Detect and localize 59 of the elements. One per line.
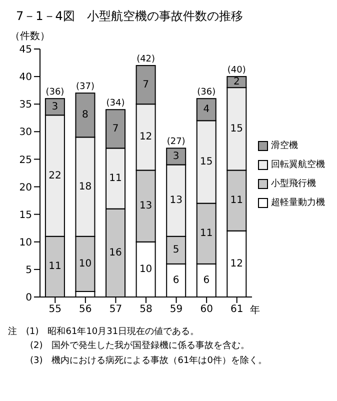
data-label: 16 xyxy=(109,247,122,258)
y-tick-label: 40 xyxy=(19,72,32,84)
y-tick-label: 15 xyxy=(19,210,32,221)
data-label: 12 xyxy=(139,132,152,143)
total-label: (27) xyxy=(166,137,186,148)
data-label: 11 xyxy=(200,228,213,240)
x-tick-label: 60 xyxy=(200,304,213,316)
data-label: 2 xyxy=(233,76,240,88)
y-tick-label: 45 xyxy=(19,44,32,56)
y-tick-label: 10 xyxy=(19,237,32,248)
legend-label: 滑空機 xyxy=(271,140,298,152)
x-tick-label: 58 xyxy=(140,304,152,316)
y-tick-label: 30 xyxy=(19,127,32,138)
y-tick-label: 20 xyxy=(19,182,32,194)
text: (3) 機内における病死による事故（61年は0件）を除く。 xyxy=(29,354,268,368)
x-tick-label: 55 xyxy=(48,304,62,316)
text: 注 (1) 昭和61年10月31日現在の値である。 xyxy=(8,326,200,339)
data-label: 5 xyxy=(172,244,180,256)
y-axis-title: （件数） xyxy=(10,30,50,43)
x-axis-title: 年 xyxy=(250,304,260,316)
data-label: 6 xyxy=(172,274,180,286)
total-label: (36) xyxy=(197,88,216,98)
text: (2) 国外で発生した我が国登録機に係る事故を含む。 xyxy=(29,340,251,354)
total-label: (36) xyxy=(46,88,64,98)
data-label: 13 xyxy=(139,200,152,212)
data-label: 4 xyxy=(203,104,210,116)
y-tick-label: 35 xyxy=(19,100,32,111)
x-tick-label: 59 xyxy=(170,304,183,316)
data-label: 7 xyxy=(112,123,119,134)
x-tick-label: 56 xyxy=(79,304,92,316)
data-label: 12 xyxy=(230,258,244,270)
data-label: 6 xyxy=(203,274,210,286)
data-label: 3 xyxy=(52,101,58,112)
data-label: 13 xyxy=(170,195,182,206)
y-tick-label: 5 xyxy=(26,264,32,276)
legend-label: 小型飛行機 xyxy=(271,178,316,190)
data-label: 11 xyxy=(109,173,122,184)
data-label: 10 xyxy=(78,258,92,270)
data-label: 11 xyxy=(230,195,244,206)
data-label: 3 xyxy=(172,150,180,162)
data-label: 7 xyxy=(142,79,149,90)
total-label: (37) xyxy=(76,82,94,92)
chart-title: 7－1－4図 小型航空機の事故件数の推移 xyxy=(15,8,244,25)
data-label: 11 xyxy=(48,261,62,272)
data-label: 10 xyxy=(139,264,152,275)
x-tick-label: 61 xyxy=(230,304,244,316)
total-label: (42) xyxy=(136,54,156,65)
total-label: (34) xyxy=(106,98,125,109)
total-label: (40) xyxy=(227,66,246,76)
data-label: 8 xyxy=(82,110,88,121)
legend-label: 回転翼航空機 xyxy=(271,158,325,171)
y-tick-label: 0 xyxy=(26,292,32,304)
data-label: 18 xyxy=(78,181,92,192)
x-tick-label: 57 xyxy=(109,304,122,316)
data-label: 22 xyxy=(48,170,62,182)
data-label: 15 xyxy=(230,123,244,134)
data-label: 15 xyxy=(200,156,213,168)
legend-label: 超軽量動力機 xyxy=(271,196,325,209)
y-tick-label: 25 xyxy=(19,154,32,166)
